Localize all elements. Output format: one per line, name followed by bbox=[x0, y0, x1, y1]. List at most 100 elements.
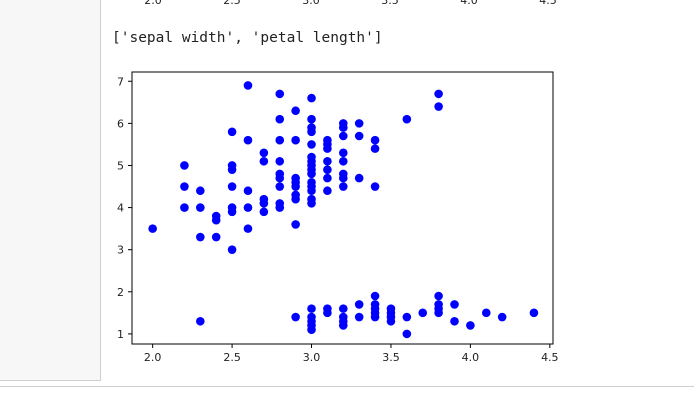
data-point bbox=[243, 224, 253, 233]
x-tick-label: 4.5 bbox=[541, 351, 559, 364]
data-point bbox=[180, 203, 189, 212]
data-point bbox=[434, 300, 443, 309]
data-point bbox=[338, 182, 348, 191]
data-point bbox=[434, 89, 443, 99]
y-tick-label: 5 bbox=[117, 159, 124, 172]
data-point bbox=[354, 300, 364, 309]
data-point bbox=[196, 316, 205, 326]
x-tick-label: 2.0 bbox=[144, 351, 162, 364]
data-point bbox=[370, 291, 380, 301]
data-point bbox=[370, 135, 380, 145]
data-point bbox=[402, 329, 412, 339]
data-point bbox=[338, 131, 348, 141]
data-points bbox=[148, 81, 539, 339]
data-point bbox=[307, 178, 316, 187]
data-point bbox=[307, 304, 316, 313]
data-point bbox=[227, 245, 237, 254]
data-point bbox=[275, 199, 285, 208]
data-point bbox=[291, 220, 300, 229]
data-point bbox=[338, 312, 348, 322]
data-point bbox=[307, 140, 316, 149]
y-tick-label: 7 bbox=[117, 75, 124, 88]
data-point bbox=[450, 300, 459, 309]
data-point bbox=[148, 224, 157, 233]
data-point bbox=[386, 304, 396, 313]
cell-prompt-gutter bbox=[0, 0, 101, 381]
data-point bbox=[243, 135, 253, 145]
data-point bbox=[291, 173, 300, 183]
data-point bbox=[354, 312, 364, 322]
data-point bbox=[307, 152, 316, 162]
data-point bbox=[418, 308, 428, 318]
data-point bbox=[275, 89, 285, 99]
data-point bbox=[291, 190, 300, 200]
previous-chart-tick-label: 2.0 bbox=[144, 0, 162, 7]
data-point bbox=[180, 182, 189, 191]
data-point bbox=[450, 316, 459, 326]
previous-chart-tick-label: 3.5 bbox=[381, 0, 399, 7]
data-point bbox=[259, 207, 269, 217]
data-point bbox=[227, 182, 237, 191]
data-point bbox=[307, 93, 316, 103]
data-point bbox=[323, 135, 332, 145]
data-point bbox=[291, 312, 300, 322]
previous-chart-tick-label: 4.0 bbox=[460, 0, 478, 7]
data-point bbox=[338, 156, 348, 166]
x-tick-label: 4.0 bbox=[462, 351, 480, 364]
x-tick-label: 2.5 bbox=[223, 351, 241, 364]
data-point bbox=[497, 312, 507, 322]
data-point bbox=[481, 308, 491, 318]
cell-divider bbox=[0, 386, 694, 387]
printed-output: ['sepal width', 'petal length'] bbox=[112, 30, 383, 46]
data-point bbox=[323, 165, 332, 174]
data-point bbox=[180, 161, 189, 170]
data-point bbox=[338, 148, 348, 158]
data-point bbox=[307, 312, 316, 322]
data-point bbox=[307, 123, 316, 132]
y-tick-label: 1 bbox=[117, 328, 124, 341]
data-point bbox=[354, 131, 364, 141]
data-point bbox=[434, 291, 443, 301]
data-point bbox=[338, 304, 348, 313]
data-point bbox=[466, 321, 475, 330]
data-point bbox=[243, 203, 253, 212]
previous-chart-tick-labels: 2.0 2.5 3.0 3.5 4.0 4.5 bbox=[144, 0, 557, 7]
data-point bbox=[211, 232, 221, 242]
x-tick-label: 3.5 bbox=[382, 351, 400, 364]
data-point bbox=[354, 119, 364, 128]
data-point bbox=[259, 148, 269, 158]
data-point bbox=[275, 182, 285, 191]
data-point bbox=[370, 144, 380, 153]
plot-area bbox=[131, 71, 554, 345]
y-tick-label: 6 bbox=[117, 117, 124, 130]
data-point bbox=[307, 194, 316, 204]
previous-chart-tick-label: 2.5 bbox=[223, 0, 241, 7]
data-point bbox=[227, 161, 237, 170]
data-point bbox=[370, 300, 380, 309]
y-tick-label: 4 bbox=[117, 202, 124, 215]
data-point bbox=[323, 186, 332, 196]
previous-chart-tick-label: 3.0 bbox=[302, 0, 320, 7]
data-point bbox=[275, 135, 285, 145]
data-point bbox=[275, 156, 285, 166]
data-point bbox=[211, 211, 221, 221]
data-point bbox=[227, 127, 237, 137]
data-point bbox=[196, 203, 205, 212]
data-point bbox=[402, 114, 412, 124]
data-point bbox=[196, 186, 205, 196]
y-tick-label: 2 bbox=[117, 286, 124, 299]
data-point bbox=[227, 203, 237, 212]
x-tick-label: 3.0 bbox=[303, 351, 321, 364]
data-point bbox=[243, 186, 253, 196]
data-point bbox=[370, 182, 380, 191]
data-point bbox=[354, 173, 364, 183]
data-point bbox=[323, 304, 332, 313]
data-point bbox=[402, 312, 412, 322]
data-point bbox=[196, 232, 205, 242]
data-point bbox=[323, 173, 332, 183]
previous-chart-tick-label: 4.5 bbox=[539, 0, 557, 7]
y-tick-label: 3 bbox=[117, 244, 124, 257]
data-point bbox=[275, 169, 285, 179]
data-point bbox=[323, 156, 332, 166]
data-point bbox=[529, 308, 539, 318]
